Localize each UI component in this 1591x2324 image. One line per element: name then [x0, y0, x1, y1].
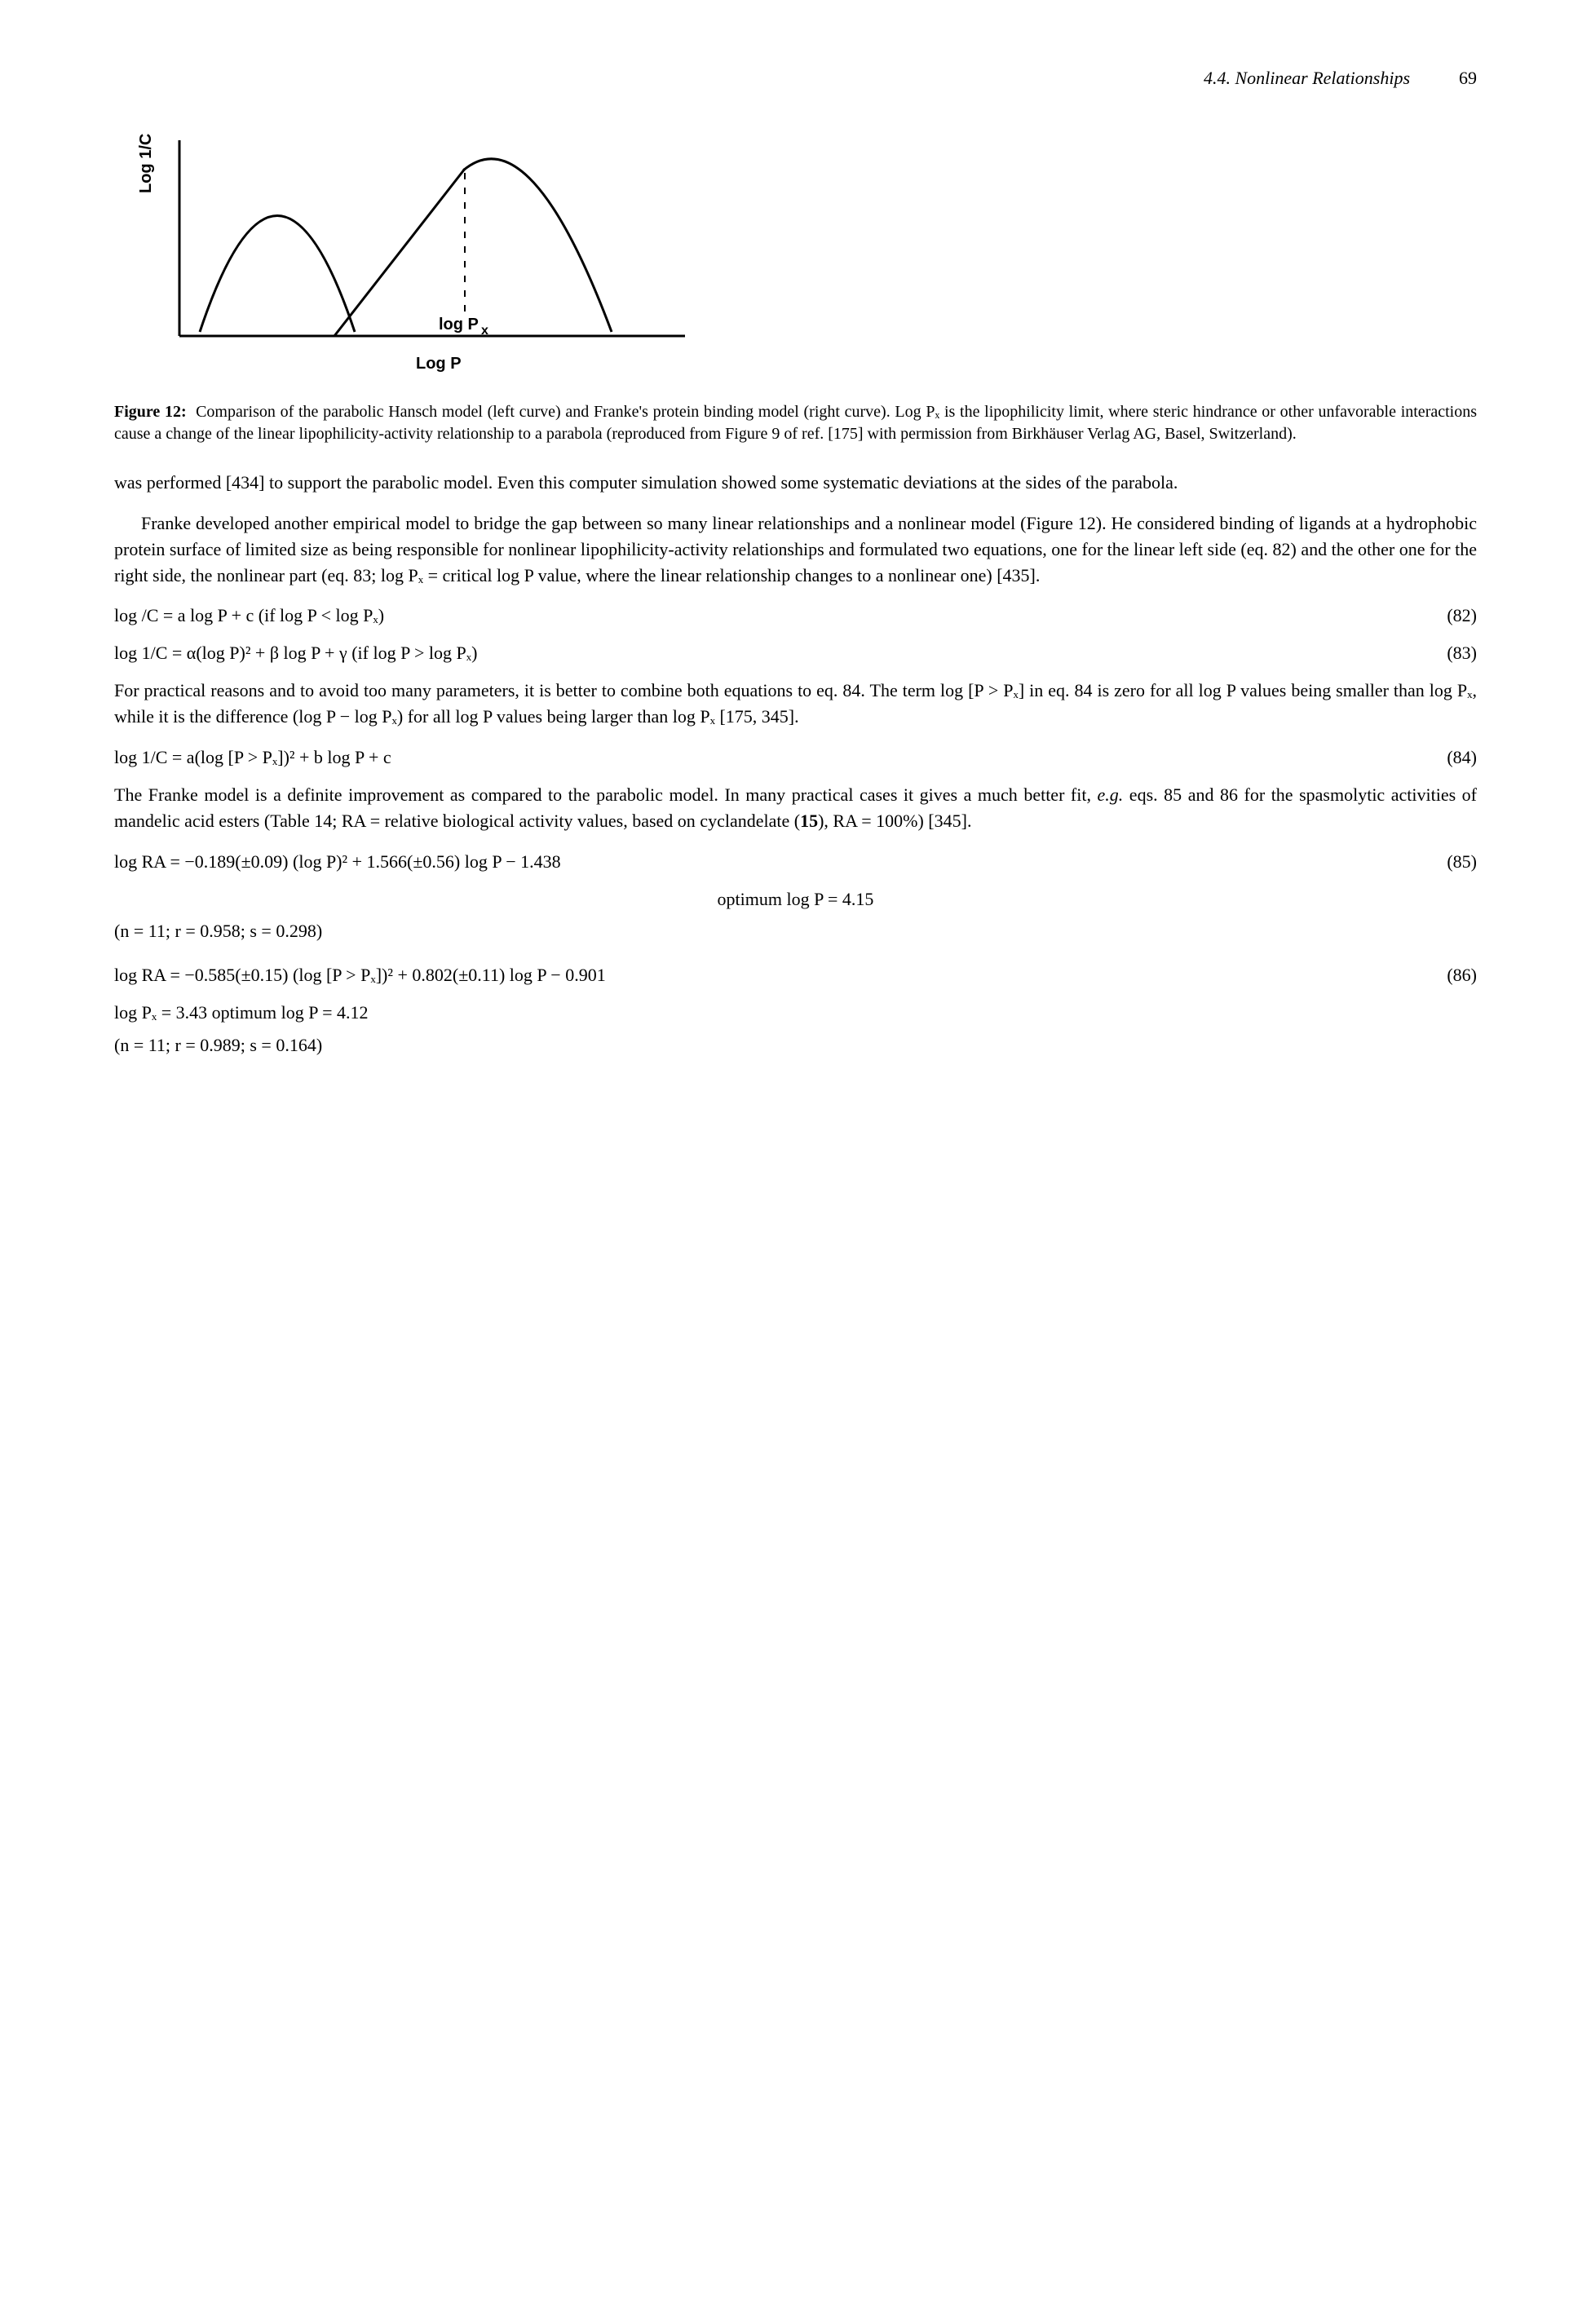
equation-83-num: (83) [1447, 640, 1477, 666]
svg-text:Log P: Log P [416, 355, 462, 373]
equation-86: log RA = −0.585(±0.15) (log [P > Pₓ])² +… [114, 962, 1477, 988]
figure-svg: Log 1/C log P x Log P [130, 124, 718, 385]
svg-text:log P: log P [439, 316, 479, 334]
paragraph-1: was performed [434] to support the parab… [114, 470, 1477, 496]
figure-caption: Figure 12: Comparison of the parabolic H… [114, 401, 1477, 445]
equation-85-num: (85) [1447, 849, 1477, 875]
equation-85-stats: (n = 11; r = 0.958; s = 0.298) [114, 918, 1477, 944]
para4-suffix: ), RA = 100%) [345]. [818, 811, 971, 831]
equation-83: log 1/C = α(log P)² + β log P + γ (if lo… [114, 640, 1477, 666]
equation-82-content: log /C = a log P + c (if log P < log Pₓ) [114, 603, 1430, 629]
equation-86-content: log RA = −0.585(±0.15) (log [P > Pₓ])² +… [114, 962, 1430, 988]
equation-86-num: (86) [1447, 962, 1477, 988]
equation-84-content: log 1/C = a(log [P > Pₓ])² + b log P + c [114, 744, 1430, 771]
page-number: 69 [1459, 65, 1477, 91]
equation-84: log 1/C = a(log [P > Pₓ])² + b log P + c… [114, 744, 1477, 771]
svg-text:x: x [481, 324, 488, 338]
equation-83-content: log 1/C = α(log P)² + β log P + γ (if lo… [114, 640, 1430, 666]
svg-text:Log 1/C: Log 1/C [137, 134, 155, 193]
page-header: 4.4. Nonlinear Relationships 69 [114, 65, 1477, 91]
equation-84-num: (84) [1447, 744, 1477, 771]
equation-82: log /C = a log P + c (if log P < log Pₓ)… [114, 603, 1477, 629]
paragraph-4: The Franke model is a definite improveme… [114, 782, 1477, 834]
section-title: 4.4. Nonlinear Relationships [1204, 65, 1410, 91]
equation-86-line2: log Pₓ = 3.43 optimum log P = 4.12 [114, 1000, 1477, 1026]
equation-85: log RA = −0.189(±0.09) (log P)² + 1.566(… [114, 849, 1477, 875]
figure-12: Log 1/C log P x Log P [114, 124, 1477, 385]
para4-bold: 15 [800, 811, 818, 831]
equation-85-optimum: optimum log P = 4.15 [114, 886, 1477, 912]
equation-82-num: (82) [1447, 603, 1477, 629]
equation-85-content: log RA = −0.189(±0.09) (log P)² + 1.566(… [114, 849, 1430, 875]
figure-caption-label: Figure 12: [114, 403, 187, 421]
figure-caption-text: Comparison of the parabolic Hansch model… [114, 403, 1477, 443]
para4-prefix: The Franke model is a definite improveme… [114, 784, 1098, 805]
para4-eg: e.g. [1098, 784, 1124, 805]
equation-86-stats: (n = 11; r = 0.989; s = 0.164) [114, 1032, 1477, 1058]
paragraph-3: For practical reasons and to avoid too m… [114, 678, 1477, 730]
paragraph-2: Franke developed another empirical model… [114, 510, 1477, 589]
